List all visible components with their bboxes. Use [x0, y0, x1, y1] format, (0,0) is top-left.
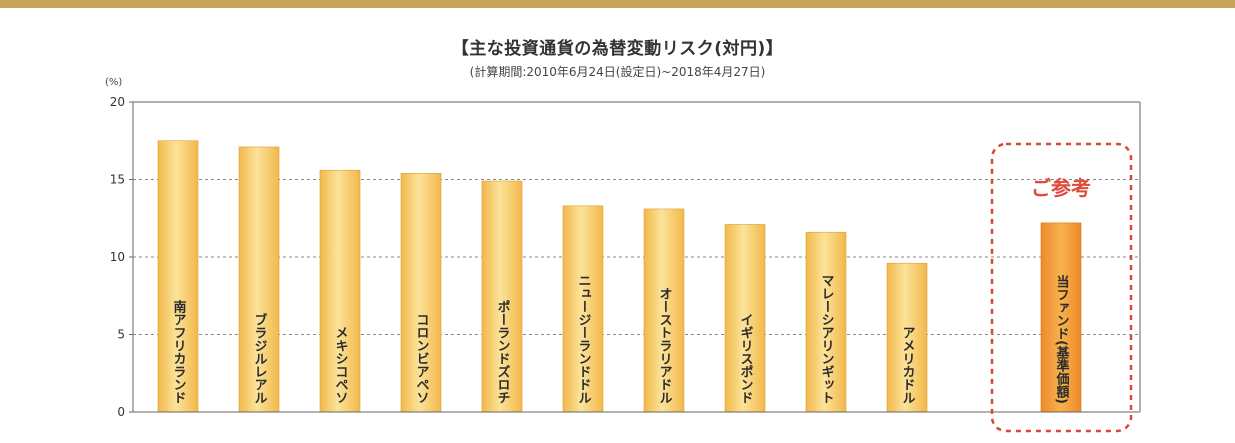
reference-label: ご参考: [1031, 176, 1091, 200]
y-tick-label: 5: [117, 328, 125, 342]
bar: [400, 173, 442, 413]
chart-subtitle: (計算期間:2010年6月24日(設定日)~2018年4月27日): [469, 65, 766, 79]
bar-category-label: ニュージーランドドル: [576, 274, 592, 404]
bar: [319, 169, 361, 413]
bar: [805, 231, 847, 413]
bar: [481, 180, 523, 413]
bar: [886, 262, 928, 413]
bar-category-label: オーストラリアドル: [657, 287, 673, 404]
y-tick-label: 10: [110, 250, 125, 264]
bar: [724, 224, 766, 413]
bar-category-label: ブラジルレアル: [252, 312, 268, 404]
reference-box: [990, 142, 1133, 433]
bar: [157, 140, 199, 413]
y-tick-label: 20: [110, 95, 125, 109]
bar-layer: 南アフリカランド ブラジルレアル メキシコペソ コロンビアペソ ポーランドズロチ ニュージ…: [157, 140, 1082, 413]
axis-layer: 0 5 10 15 20 ご参考: [110, 95, 1141, 433]
y-tick-label: 0: [117, 405, 125, 419]
chart-title: 【主な投資通貨の為替変動リスク(対円)】: [451, 39, 784, 59]
y-axis-unit-label: (%): [105, 77, 123, 88]
bar-category-label: コロンビアペソ: [414, 313, 430, 404]
bar-category-label: 当ファンド(基準価額): [1054, 275, 1071, 404]
bar: [643, 208, 685, 413]
bar-reference-fund: [1040, 222, 1082, 413]
bar-category-label: アメリカドル: [900, 326, 916, 404]
top-accent-bar: [0, 0, 1235, 8]
bar-category-label: メキシコペソ: [333, 326, 349, 404]
bar-category-label: イギリスポンド: [738, 313, 754, 404]
bar-category-label: ポーランドズロチ: [495, 299, 511, 404]
bar: [562, 205, 604, 413]
y-tick-label: 15: [110, 173, 125, 187]
grid-layer: [133, 179, 1140, 335]
bar-category-label: 南アフリカランド: [171, 299, 187, 404]
bar-category-label: マレーシアリンギット: [819, 274, 834, 404]
